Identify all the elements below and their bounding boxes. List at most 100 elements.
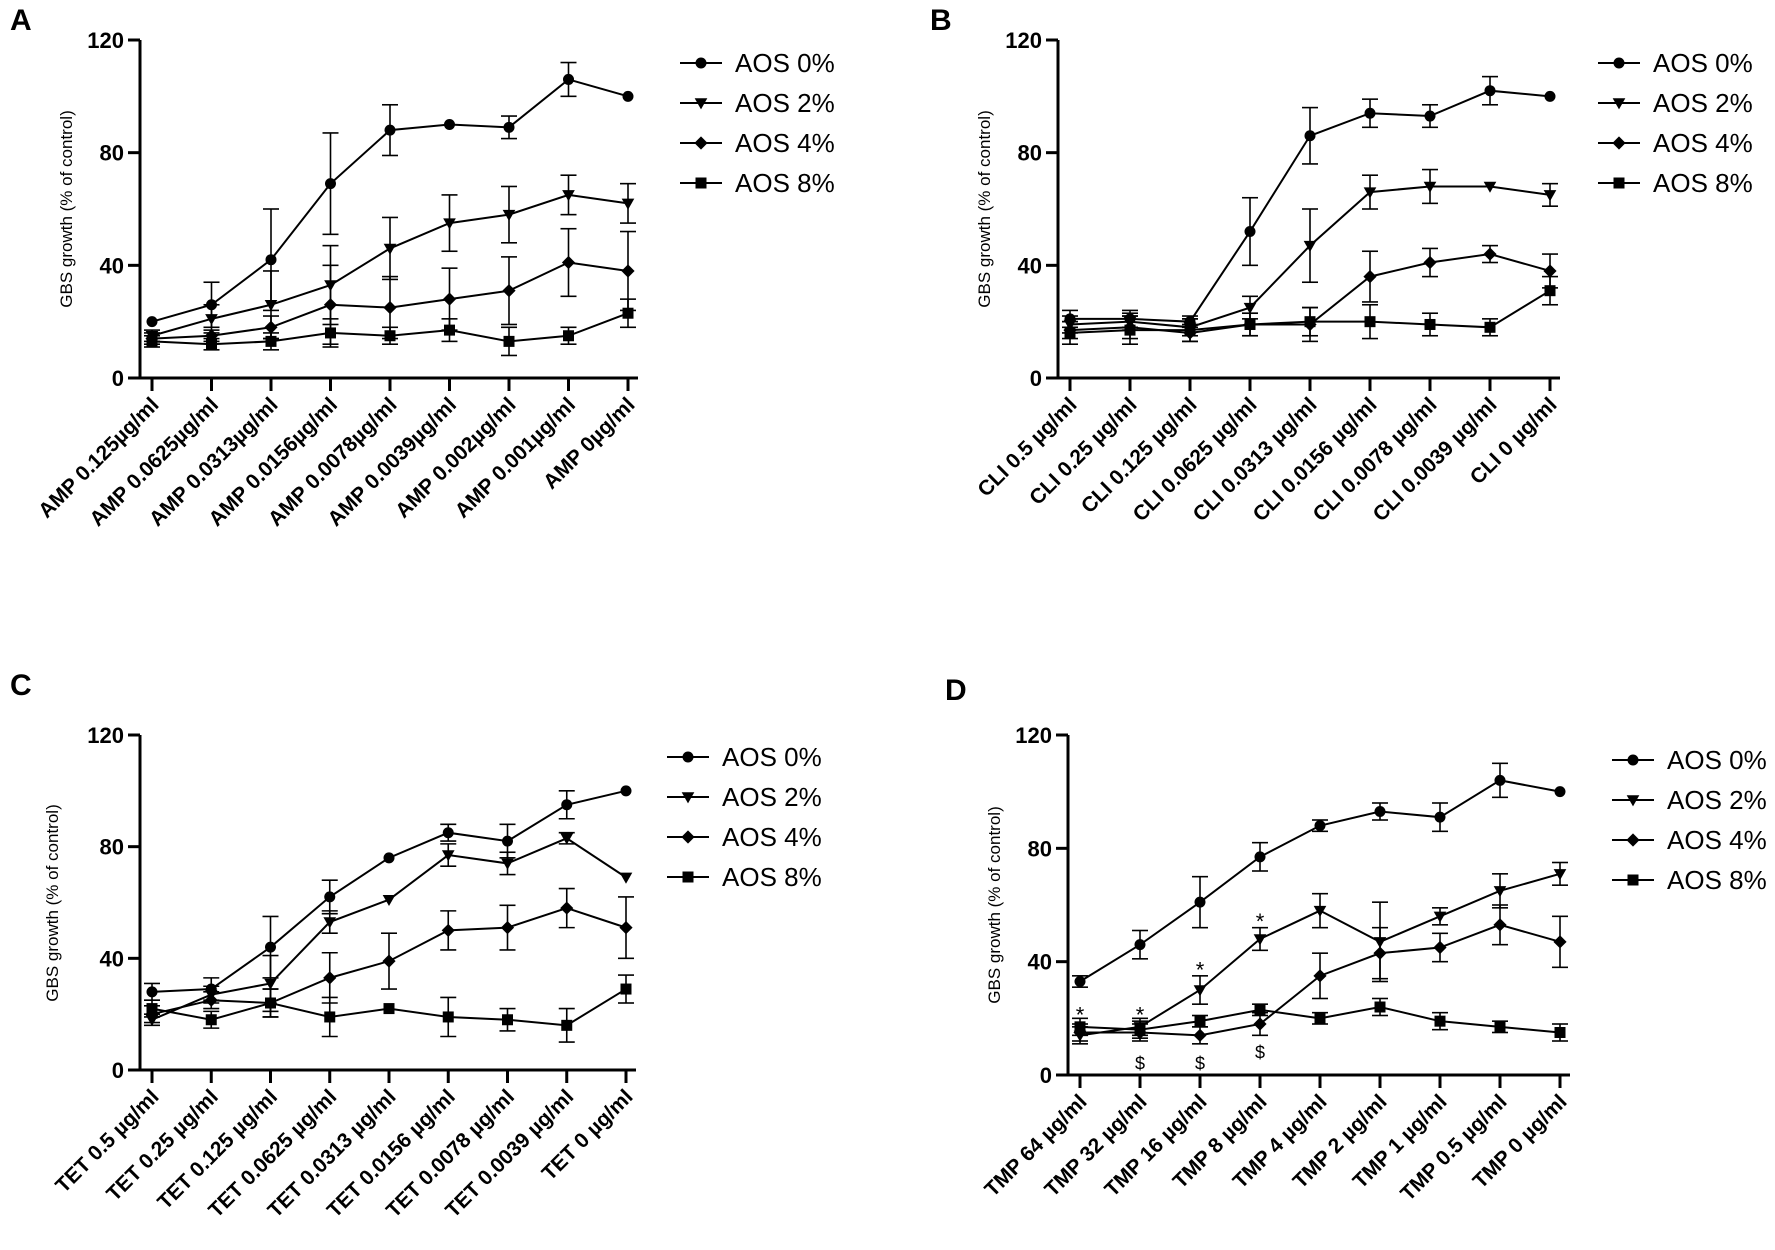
legend: AOS 0% AOS 2% AOS 4% AOS 8%: [1598, 48, 1753, 198]
asterisk-annotation: *: [1076, 1003, 1085, 1028]
panel-letter: B: [930, 4, 952, 37]
asterisk-annotation: *: [1256, 909, 1265, 934]
data-point: [1434, 811, 1446, 823]
legend-marker: [1613, 177, 1625, 189]
legend: AOS 0% AOS 2% AOS 4% AOS 8%: [667, 742, 822, 892]
legend-marker: [1627, 754, 1639, 766]
data-point: [620, 785, 632, 797]
legend-marker: [1626, 833, 1640, 847]
legend-label: AOS 8%: [722, 862, 822, 892]
data-point: [1194, 1015, 1206, 1027]
data-point: [561, 255, 576, 270]
data-point: [560, 833, 574, 845]
data-point: [1074, 1021, 1086, 1033]
data-point: [1494, 774, 1506, 786]
x-tick-label: TMP 32 µg/ml: [1040, 1090, 1151, 1201]
legend-entry: AOS 4%: [1612, 825, 1767, 855]
legend-entry: AOS 8%: [667, 862, 822, 892]
data-point: [146, 986, 158, 998]
data-point: [1433, 911, 1447, 923]
legend-marker: [681, 830, 695, 844]
asterisk-annotation: *: [1136, 1003, 1145, 1028]
data-point: [1544, 285, 1556, 297]
legend-marker: [695, 57, 707, 69]
data-point: [1243, 302, 1257, 314]
data-point: [1543, 190, 1557, 202]
data-point: [264, 320, 278, 334]
data-point: [1193, 985, 1207, 997]
legend-label: AOS 2%: [735, 88, 835, 118]
data-point: [382, 954, 396, 968]
data-point: [1363, 270, 1377, 284]
data-point: [1304, 316, 1316, 328]
y-tick-label: 40: [100, 946, 124, 971]
data-point: [1313, 905, 1327, 917]
data-point: [264, 978, 277, 990]
series-aos-8-: [144, 298, 636, 357]
legend-entry: AOS 0%: [680, 48, 835, 78]
data-point: [1253, 1017, 1267, 1031]
asterisk-annotation: *: [1196, 957, 1205, 982]
x-tick-label: TMP 0.5 µg/ml: [1396, 1090, 1511, 1205]
series-aos-8-: [1072, 997, 1568, 1042]
legend-label: AOS 0%: [722, 742, 822, 772]
legend-marker: [694, 98, 708, 110]
data-point: [1543, 264, 1557, 278]
legend-marker: [695, 177, 707, 189]
y-tick-label: 120: [87, 28, 124, 53]
data-point: [146, 1003, 158, 1015]
data-point: [442, 1011, 454, 1023]
legend-label: AOS 2%: [1653, 88, 1753, 118]
data-point: [1484, 85, 1496, 97]
legend-entry: AOS 4%: [680, 128, 835, 158]
data-point: [1184, 324, 1196, 336]
data-point: [503, 121, 515, 133]
series-aos-4-: [144, 887, 634, 1024]
legend-marker: [1627, 874, 1639, 886]
legend-marker: [1626, 795, 1640, 807]
legend: AOS 0% AOS 2% AOS 4% AOS 8%: [680, 48, 835, 198]
legend-marker: [694, 136, 708, 150]
data-point: [264, 300, 278, 312]
x-tick-label: TMP 64 µg/ml: [980, 1090, 1091, 1201]
data-point: [1074, 976, 1086, 987]
data-point: [325, 327, 336, 339]
data-point: [1363, 187, 1377, 199]
data-point: [146, 335, 158, 347]
legend-entry: AOS 8%: [1612, 865, 1767, 895]
legend-entry: AOS 8%: [1598, 168, 1753, 198]
y-tick-label: 80: [1018, 141, 1042, 166]
series-aos-0-: [1072, 762, 1566, 988]
data-point: [265, 941, 276, 953]
y-tick-label: 40: [100, 253, 124, 278]
legend-marker: [1612, 98, 1626, 110]
data-point: [384, 124, 396, 136]
data-point: [1134, 939, 1146, 951]
data-point: [1314, 1012, 1326, 1024]
data-point: [1193, 1028, 1207, 1042]
series-aos-8-: [1062, 275, 1558, 346]
y-tick-label: 120: [87, 723, 124, 748]
data-point: [561, 1019, 573, 1031]
data-point: [502, 835, 513, 847]
data-point: [1493, 918, 1507, 932]
data-point: [1303, 240, 1317, 252]
data-point: [1124, 324, 1136, 336]
chart-panel-d: D 0 40 80 120 GBS growth (% of control) TMP 64…: [945, 674, 1767, 1206]
data-point: [1494, 1021, 1506, 1033]
data-point: [265, 254, 277, 266]
legend-marker: [682, 751, 694, 763]
data-point: [1254, 1004, 1266, 1016]
data-point: [621, 264, 635, 278]
data-point: [444, 324, 455, 336]
data-point: [1314, 820, 1326, 832]
series-line: [151, 837, 627, 1021]
data-point: [1244, 226, 1256, 238]
series-aos-4-: [1072, 904, 1568, 1045]
panel-letter: C: [10, 669, 32, 702]
legend-entry: AOS 0%: [1598, 48, 1753, 78]
data-point: [1553, 869, 1567, 881]
y-tick-label: 0: [112, 366, 124, 391]
data-point: [563, 330, 574, 342]
